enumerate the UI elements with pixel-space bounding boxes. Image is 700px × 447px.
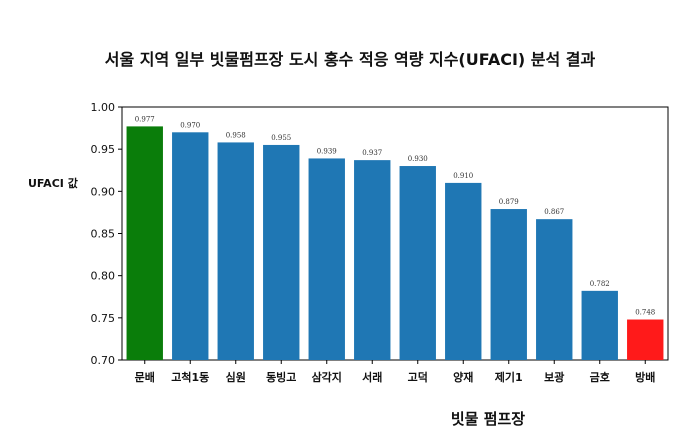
y-tick-label: 0.70 xyxy=(91,354,116,367)
bar-value-label: 0.939 xyxy=(317,147,337,155)
x-tick-label: 서래 xyxy=(362,370,382,384)
bar xyxy=(126,126,163,360)
bar xyxy=(354,160,391,360)
bar xyxy=(172,132,209,360)
bar xyxy=(308,158,345,360)
y-tick-label: 0.75 xyxy=(91,312,116,325)
bar-value-label: 0.955 xyxy=(271,134,291,142)
bar-value-label: 0.970 xyxy=(180,121,200,129)
chart-title: 서울 지역 일부 빗물펌프장 도시 홍수 적응 역량 지수(UFACI) 분석 … xyxy=(104,50,596,69)
bar xyxy=(263,144,300,360)
bar-value-label: 0.879 xyxy=(499,198,519,206)
y-tick-label: 0.80 xyxy=(91,270,116,283)
x-tick-label: 제기1 xyxy=(495,370,523,384)
y-axis-label: UFACI 값 xyxy=(28,177,78,190)
bar-value-label: 0.867 xyxy=(544,208,564,216)
bar xyxy=(399,166,436,360)
bar xyxy=(490,209,527,360)
bar xyxy=(445,182,482,360)
x-axis-label: 빗물 펌프장 xyxy=(450,410,526,428)
bar-value-label: 0.937 xyxy=(362,149,382,157)
x-tick-label: 방배 xyxy=(635,370,655,384)
y-tick-label: 0.85 xyxy=(91,228,116,241)
y-tick-label: 0.90 xyxy=(91,185,116,198)
bar xyxy=(627,319,664,360)
x-tick-label: 심원 xyxy=(226,370,246,384)
x-tick-label: 고덕 xyxy=(408,370,428,384)
y-tick-label: 0.95 xyxy=(91,143,116,156)
x-tick-label: 문배 xyxy=(135,370,155,384)
x-tick-label: 양재 xyxy=(453,370,473,384)
bar-value-label: 0.930 xyxy=(408,155,428,163)
bar-value-label: 0.782 xyxy=(590,280,610,288)
bar-value-label: 0.958 xyxy=(226,131,246,139)
x-tick-label: 삼각지 xyxy=(312,370,342,384)
bar xyxy=(536,219,573,360)
x-tick-label: 동빙고 xyxy=(266,370,296,384)
bar xyxy=(581,290,618,360)
y-tick-label: 1.00 xyxy=(91,101,116,114)
x-tick-label: 고척1동 xyxy=(171,370,209,384)
x-tick-label: 금호 xyxy=(590,370,610,384)
bar-value-label: 0.977 xyxy=(135,115,155,123)
bar-value-label: 0.748 xyxy=(635,309,655,317)
bar xyxy=(217,142,254,360)
bar-value-label: 0.910 xyxy=(453,172,473,180)
x-tick-label: 보광 xyxy=(544,371,564,384)
